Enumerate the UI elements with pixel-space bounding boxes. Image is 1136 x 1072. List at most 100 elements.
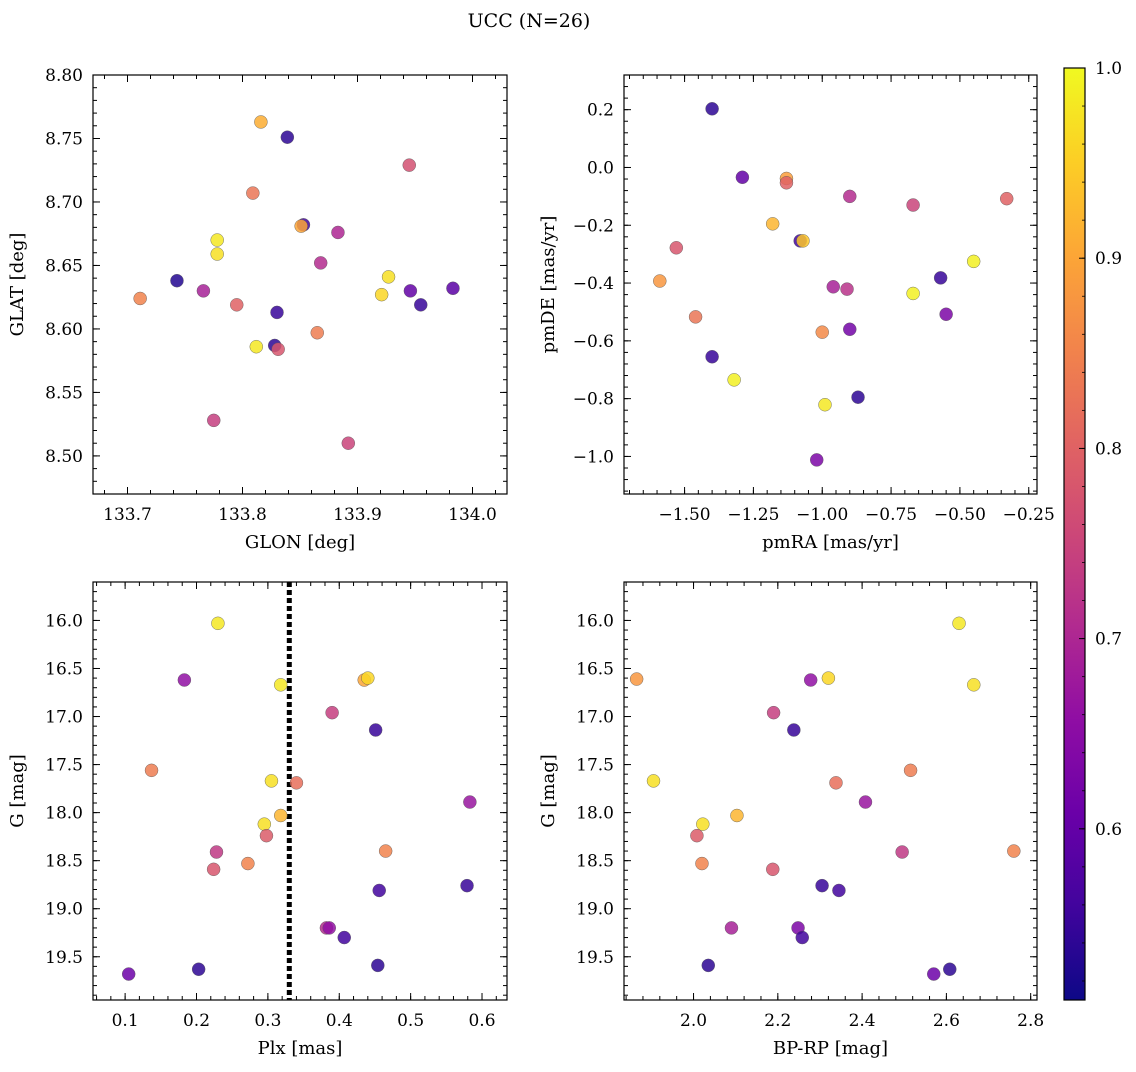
scatter-point xyxy=(843,189,857,204)
scatter-point xyxy=(895,845,909,859)
scatter-point xyxy=(144,763,159,778)
colorbar: 0.6 0.7 0.8 0.9 1.0 xyxy=(1063,59,1122,1001)
scatter-point xyxy=(705,102,719,116)
scatter-point xyxy=(257,817,272,831)
scatter-point xyxy=(372,883,386,898)
colorbar-tick-label: 0.9 xyxy=(1095,249,1122,269)
scatter-point xyxy=(851,390,865,404)
scatter-panel-4: 2.0 2.2 2.4 2.6 2.8 16.0 16.5 17.0 17.5 18.0 18.5 1… xyxy=(538,581,1044,1059)
x-tick-label: 2.8 xyxy=(1017,1011,1044,1031)
colorbar-tick-label: 0.7 xyxy=(1095,630,1122,650)
x-tick-label: 0.3 xyxy=(254,1011,281,1031)
scatter-point xyxy=(1007,844,1021,858)
scatter-point xyxy=(818,398,832,412)
y-tick-label: 8.65 xyxy=(45,256,83,276)
scatter-panel-2: −1.50 −1.25 −1.00 −0.75 −0.50 −0.25 −1.0 −0.8 −0… xyxy=(538,74,1055,553)
scatter-point xyxy=(337,930,351,945)
scatter-point xyxy=(381,270,396,284)
y-tick-label: 18.5 xyxy=(45,852,83,872)
scatter-point xyxy=(701,958,715,973)
scatter-point xyxy=(826,280,840,294)
x-tick-label: −0.75 xyxy=(865,505,917,525)
scatter-point xyxy=(821,671,836,685)
x-tick-label: 134.0 xyxy=(448,505,497,525)
scatter-point xyxy=(858,795,873,809)
x-axis-label: Plx [mas] xyxy=(258,1038,343,1059)
y-tick-label: 16.0 xyxy=(45,611,83,631)
y-tick-label: 17.0 xyxy=(45,708,83,728)
y-axis-label: G [mag] xyxy=(538,754,559,827)
scatter-point xyxy=(361,671,375,685)
y-tick-label: 16.0 xyxy=(576,611,614,631)
scatter-point xyxy=(241,856,255,871)
x-tick-label: 133.8 xyxy=(218,505,267,525)
y-tick-label: 17.0 xyxy=(576,708,614,728)
scatter-point xyxy=(121,967,136,981)
scatter-point xyxy=(766,705,781,720)
colorbar-tick-label: 1.0 xyxy=(1095,59,1122,79)
plot-frame xyxy=(623,74,1038,495)
y-axis-label: pmDE [mas/yr] xyxy=(538,216,559,354)
y-tick-label: −0.2 xyxy=(573,216,614,236)
x-axis-label: pmRA [mas/yr] xyxy=(762,532,899,553)
panels: 133.7 133.8 133.9 134.0 8.50 8.55 8.60 8.65 8.70… xyxy=(7,66,1055,1059)
scatter-point xyxy=(779,176,794,190)
x-tick-label: 2.6 xyxy=(933,1011,960,1031)
scatter-point xyxy=(695,856,709,871)
scatter-point xyxy=(646,774,661,788)
scatter-point xyxy=(952,616,966,631)
scatter-point xyxy=(939,307,953,321)
scatter-point xyxy=(669,241,684,255)
scatter-point xyxy=(815,325,829,339)
scatter-point xyxy=(230,298,244,312)
scatter-point xyxy=(310,326,324,340)
scatter-point xyxy=(209,845,224,859)
scatter-point xyxy=(322,921,336,935)
scatter-point xyxy=(210,233,224,247)
x-tick-label: 0.5 xyxy=(397,1011,424,1031)
scatter-point xyxy=(906,286,920,301)
scatter-point xyxy=(724,921,739,935)
scatter-point xyxy=(270,305,284,320)
scatter-point xyxy=(653,274,667,288)
x-tick-label: 0.4 xyxy=(326,1011,353,1031)
x-tick-label: 133.9 xyxy=(333,505,382,525)
scatter-point xyxy=(274,808,288,823)
scatter-point xyxy=(967,678,981,692)
scatter-point xyxy=(274,678,288,692)
scatter-point xyxy=(765,217,780,231)
y-tick-label: 19.5 xyxy=(45,948,83,968)
x-tick-label: 2.4 xyxy=(849,1011,876,1031)
y-tick-label: 18.5 xyxy=(576,852,614,872)
y-tick-label: 17.5 xyxy=(576,756,614,776)
scatter-point xyxy=(1000,191,1014,206)
x-tick-label: 2.2 xyxy=(764,1011,791,1031)
scatter-point xyxy=(796,234,810,248)
scatter-point xyxy=(325,705,339,720)
scatter-point xyxy=(191,962,206,976)
y-tick-label: 16.5 xyxy=(576,659,614,679)
scatter-point xyxy=(840,282,854,296)
scatter-point xyxy=(696,817,710,831)
y-tick-label: 8.70 xyxy=(45,193,83,213)
plot-frame xyxy=(92,74,508,495)
scatter-point xyxy=(264,774,279,788)
x-axis-label: GLON [deg] xyxy=(245,532,355,553)
x-tick-label: −0.25 xyxy=(1003,505,1055,525)
y-tick-label: −0.6 xyxy=(573,332,614,352)
scatter-point xyxy=(943,962,957,976)
y-tick-label: 18.0 xyxy=(45,804,83,824)
scatter-point xyxy=(810,453,824,467)
scatter-point xyxy=(803,673,818,687)
scatter-point xyxy=(368,723,383,737)
scatter-point xyxy=(727,373,741,387)
scatter-point xyxy=(371,958,385,973)
scatter-point xyxy=(688,310,703,324)
y-tick-label: 16.5 xyxy=(45,659,83,679)
scatter-point xyxy=(690,828,704,843)
scatter-point xyxy=(206,862,221,877)
scatter-point xyxy=(446,281,460,296)
scatter-point xyxy=(249,340,263,354)
y-tick-label: 0.0 xyxy=(587,158,614,178)
y-tick-label: 19.0 xyxy=(576,900,614,920)
